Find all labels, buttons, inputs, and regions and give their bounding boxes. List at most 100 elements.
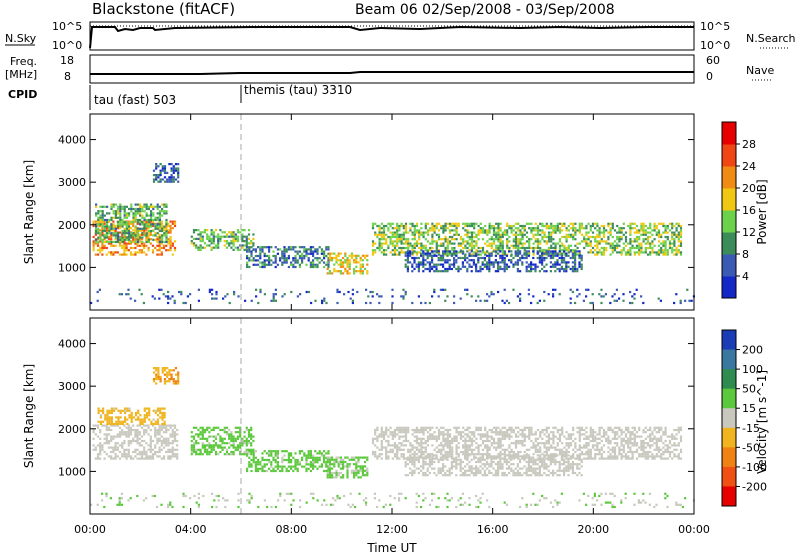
data-cell xyxy=(523,437,526,440)
data-cell xyxy=(164,295,167,298)
data-cell xyxy=(163,171,167,174)
data-cell xyxy=(572,251,575,254)
data-cell xyxy=(201,437,204,440)
data-cell xyxy=(301,456,304,459)
data-cell xyxy=(355,259,358,262)
data-cell xyxy=(241,240,244,243)
data-cell xyxy=(314,257,317,260)
data-cell xyxy=(525,256,528,260)
data-cell xyxy=(272,299,275,302)
data-cell xyxy=(163,234,166,237)
data-cell xyxy=(475,265,478,268)
data-cell xyxy=(97,223,100,226)
data-cell xyxy=(446,428,449,432)
data-cell xyxy=(600,455,603,458)
data-cell xyxy=(243,442,246,445)
data-cell xyxy=(428,301,431,305)
data-cell xyxy=(429,437,432,440)
data-cell xyxy=(561,224,564,228)
data-cell xyxy=(503,259,506,262)
data-cell xyxy=(499,222,502,225)
data-cell xyxy=(163,240,166,244)
data-cell xyxy=(439,254,442,257)
data-cell xyxy=(580,265,583,268)
data-cell xyxy=(675,229,678,232)
data-cell xyxy=(141,223,144,226)
data-cell xyxy=(565,240,568,243)
data-cell xyxy=(510,428,513,432)
data-cell xyxy=(508,235,511,239)
data-cell xyxy=(440,448,443,451)
data-cell xyxy=(464,224,467,228)
data-cell xyxy=(107,220,111,223)
data-cell xyxy=(539,242,542,245)
data-cell xyxy=(219,428,222,432)
data-cell xyxy=(587,437,590,440)
data-cell xyxy=(429,426,432,429)
data-cell xyxy=(461,256,464,260)
data-cell xyxy=(110,218,113,222)
data-cell xyxy=(400,444,403,447)
data-cell xyxy=(675,293,678,296)
data-cell xyxy=(415,240,419,243)
data-cell xyxy=(448,450,452,454)
data-cell xyxy=(574,446,577,449)
data-cell xyxy=(409,448,412,451)
data-cell xyxy=(484,446,487,449)
data-cell xyxy=(145,424,148,427)
data-cell xyxy=(138,453,141,456)
data-cell xyxy=(130,414,133,417)
data-cell xyxy=(541,259,544,262)
data-cell xyxy=(161,229,164,233)
data-cell xyxy=(161,367,164,370)
data-cell xyxy=(530,231,533,234)
data-cell xyxy=(638,231,641,234)
data-cell xyxy=(578,293,581,296)
data-cell xyxy=(572,227,575,230)
data-cell xyxy=(272,467,275,470)
data-cell xyxy=(169,433,172,436)
data-cell xyxy=(347,290,350,294)
data-cell xyxy=(503,448,507,451)
data-cell xyxy=(420,227,423,230)
data-cell xyxy=(236,248,240,251)
data-cell xyxy=(103,424,106,427)
data-cell xyxy=(328,463,331,466)
data-cell xyxy=(116,251,119,254)
data-cell xyxy=(673,231,676,234)
data-cell xyxy=(490,227,493,230)
data-cell xyxy=(550,446,553,449)
data-cell xyxy=(453,437,456,440)
data-cell xyxy=(547,249,551,252)
data-cell xyxy=(305,461,308,464)
data-cell xyxy=(143,457,146,460)
data-cell xyxy=(638,229,641,232)
data-cell xyxy=(121,455,124,458)
data-cell xyxy=(435,446,438,449)
data-cell xyxy=(462,426,465,429)
data-cell xyxy=(631,222,634,225)
data-cell xyxy=(167,249,170,252)
data-cell xyxy=(320,465,323,468)
data-cell xyxy=(168,373,171,376)
data-cell xyxy=(283,252,286,255)
data-cell xyxy=(374,455,377,458)
data-cell xyxy=(163,180,167,183)
data-cell xyxy=(508,250,511,253)
data-cell xyxy=(223,240,226,243)
data-cell xyxy=(248,250,251,253)
data-cell xyxy=(195,244,198,247)
data-cell xyxy=(328,256,331,260)
data-cell xyxy=(510,448,513,451)
data-cell xyxy=(166,371,169,374)
data-cell xyxy=(563,256,566,260)
data-cell xyxy=(479,253,482,256)
data-cell xyxy=(530,431,533,434)
data-cell xyxy=(106,416,109,419)
data-cell xyxy=(519,242,522,245)
data-cell xyxy=(156,225,159,228)
data-cell xyxy=(97,236,100,239)
data-cell xyxy=(483,256,486,260)
data-cell xyxy=(550,224,553,228)
data-cell xyxy=(112,203,115,206)
